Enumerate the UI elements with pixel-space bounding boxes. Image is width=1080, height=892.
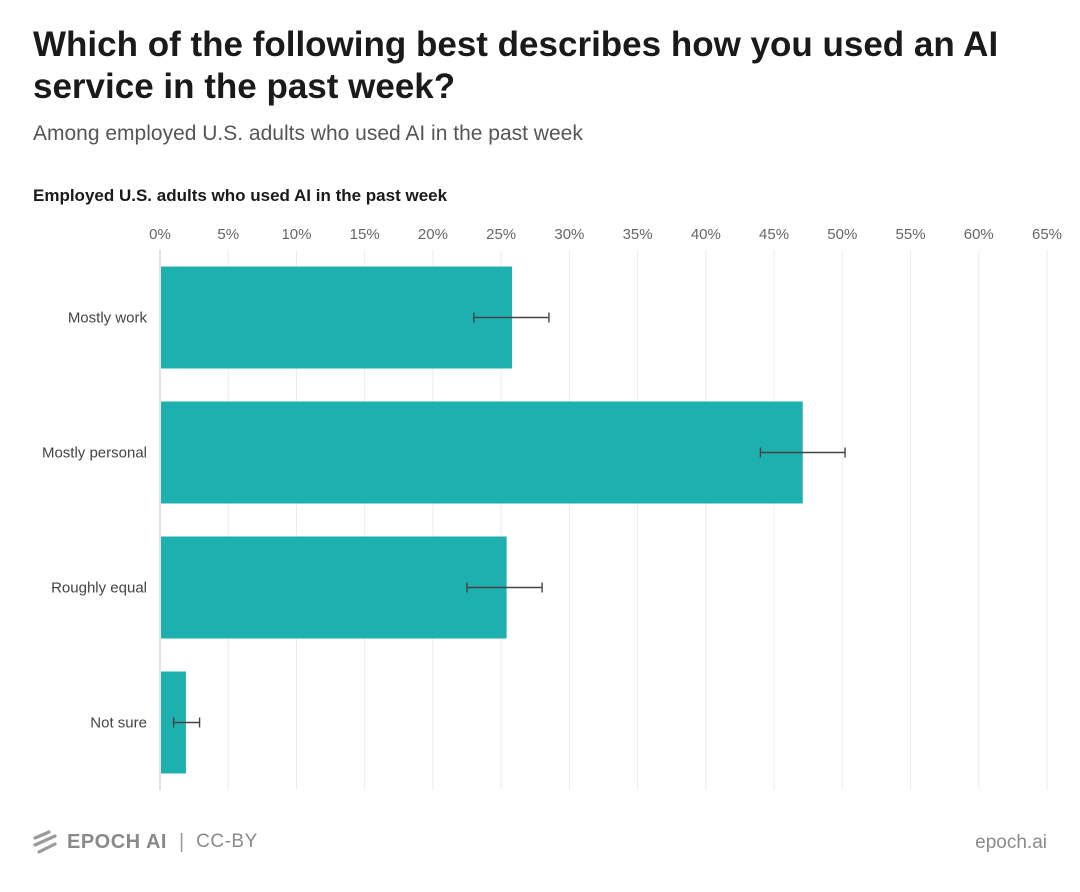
chart-subtitle: Among employed U.S. adults who used AI i…: [33, 122, 583, 145]
bar: [161, 266, 513, 369]
stripes-logo-icon: [33, 830, 57, 854]
bar: [161, 536, 507, 639]
footer: EPOCH AI | CC-BY: [33, 830, 258, 854]
category-label: Mostly work: [68, 310, 148, 327]
bars: [161, 266, 803, 774]
error-bar: [473, 312, 550, 323]
x-tick-label: 55%: [896, 226, 926, 243]
chart-title: Which of the following best describes ho…: [33, 25, 999, 106]
error-bar: [172, 717, 201, 728]
x-tick-label: 20%: [418, 226, 448, 243]
category-label: Mostly personal: [42, 445, 147, 462]
x-tick-labels: 0% 5% 10% 15% 20% 25% 30% 35% 40% 45% 50% 55% 60% 65%: [149, 226, 1062, 243]
series-label: Employed U.S. adults who used AI in the …: [33, 186, 448, 205]
x-tick-label: 40%: [691, 226, 721, 243]
category-label: Not sure: [90, 715, 147, 732]
x-tick-label: 60%: [964, 226, 994, 243]
x-tick-label: 45%: [759, 226, 789, 243]
x-tick-label: 50%: [827, 226, 857, 243]
error-bars: [172, 312, 846, 728]
category-label: Roughly equal: [51, 580, 147, 597]
error-bar: [466, 582, 543, 593]
site-link[interactable]: epoch.ai: [975, 832, 1047, 853]
x-tick-label: 25%: [486, 226, 516, 243]
category-labels: Mostly work Mostly personal Roughly equal N…: [42, 310, 148, 732]
x-tick-label: 5%: [217, 226, 239, 243]
x-tick-label: 15%: [350, 226, 380, 243]
x-tick-label: 65%: [1032, 226, 1062, 243]
x-tick-label: 10%: [281, 226, 311, 243]
x-tick-label: 0%: [149, 226, 171, 243]
error-bar: [759, 447, 846, 458]
brand-name: EPOCH AI: [67, 830, 167, 853]
license-label: CC-BY: [196, 831, 258, 852]
bar: [161, 401, 803, 504]
footer-separator: |: [178, 830, 185, 853]
x-tick-label: 35%: [623, 226, 653, 243]
x-tick-label: 30%: [554, 226, 584, 243]
